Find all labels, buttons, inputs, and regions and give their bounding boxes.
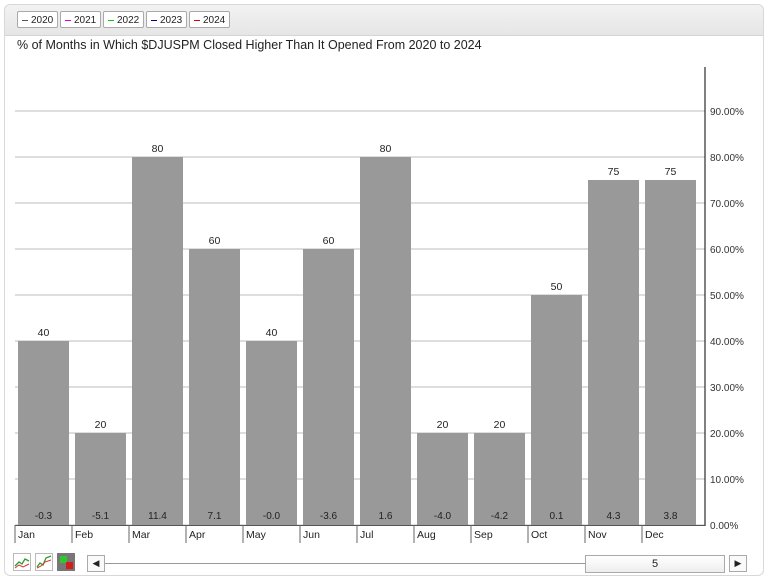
- bar-chart: 0.00% 10.00% 20.00% 30.00% 40.00% 50.00% 60.00…: [14, 67, 744, 543]
- bar-feb: [75, 433, 126, 525]
- legend-item-2024[interactable]: 2024: [189, 11, 231, 28]
- bar-value-label: 80: [152, 143, 164, 155]
- bottom-toolbar: ◀ 5 ▶: [5, 549, 763, 575]
- y-tick-label: 20.00%: [710, 429, 744, 440]
- legend-label: 2022: [117, 15, 140, 26]
- scroll-left-button[interactable]: ◀: [87, 555, 105, 572]
- bar-avg-change-label: 11.4: [148, 511, 167, 522]
- bar-value-label: 75: [665, 166, 677, 178]
- bar-jul: [360, 157, 411, 525]
- scroll-right-button[interactable]: ▶: [729, 555, 747, 572]
- y-tick-label: 70.00%: [710, 199, 744, 210]
- legend-swatch: [22, 19, 28, 21]
- line-chart-icon[interactable]: [13, 553, 31, 571]
- bar-jan: [18, 341, 69, 525]
- bar-chart-icon[interactable]: [57, 553, 75, 571]
- bar-jun: [303, 249, 354, 525]
- bar-value-label: 40: [38, 327, 50, 339]
- x-tick-label: Nov: [588, 529, 607, 541]
- bar-value-label: 20: [437, 419, 449, 431]
- legend-label: 2023: [160, 15, 183, 26]
- bar-avg-change-label: -0.3: [35, 511, 53, 522]
- legend-swatch: [65, 19, 71, 21]
- y-tick-label: 80.00%: [710, 153, 744, 164]
- bar-avg-change-label: -4.2: [491, 511, 509, 522]
- legend-swatch: [151, 19, 157, 21]
- chart-window: 2020 2021 2022 2023 2024 % of Months in Whic…: [4, 4, 764, 576]
- bar-value-label: 20: [494, 419, 506, 431]
- bar-value-label: 75: [608, 166, 620, 178]
- y-tick-label: 10.00%: [710, 475, 744, 486]
- bar-may: [246, 341, 297, 525]
- bar-avg-change-label: 0.1: [550, 511, 564, 522]
- y-tick-label: 30.00%: [710, 383, 744, 394]
- scroll-thumb[interactable]: 5: [585, 555, 725, 573]
- multi-line-chart-icon[interactable]: [35, 553, 53, 571]
- legend-label: 2021: [74, 15, 97, 26]
- bar-apr: [189, 249, 240, 525]
- bar-oct: [531, 295, 582, 525]
- legend-swatch: [108, 19, 114, 21]
- legend-swatch: [194, 19, 200, 21]
- bar-sep: [474, 433, 525, 525]
- x-tick-label: May: [246, 529, 267, 541]
- bar-avg-change-label: -4.0: [434, 511, 452, 522]
- bar-avg-change-label: -0.0: [263, 511, 281, 522]
- chart-title: % of Months in Which $DJUSPM Closed High…: [17, 38, 482, 52]
- bar-aug: [417, 433, 468, 525]
- legend-item-2020[interactable]: 2020: [17, 11, 59, 28]
- bar-avg-change-label: -5.1: [92, 511, 110, 522]
- legend-item-2021[interactable]: 2021: [60, 11, 102, 28]
- legend-item-2022[interactable]: 2022: [103, 11, 145, 28]
- y-tick-label: 60.00%: [710, 245, 744, 256]
- bar-value-label: 50: [551, 281, 563, 293]
- bar-dec: [645, 180, 696, 525]
- bar-value-label: 20: [95, 419, 107, 431]
- bar-avg-change-label: 1.6: [379, 511, 393, 522]
- y-tick-label: 0.00%: [710, 521, 738, 532]
- x-tick-label: Jun: [303, 529, 320, 541]
- x-tick-label: Aug: [417, 529, 436, 541]
- x-tick-label: Mar: [132, 529, 151, 541]
- bar-mar: [132, 157, 183, 525]
- bar-value-label: 40: [266, 327, 278, 339]
- y-tick-label: 40.00%: [710, 337, 744, 348]
- x-tick-label: Feb: [75, 529, 93, 541]
- legend-item-2023[interactable]: 2023: [146, 11, 188, 28]
- x-tick-label: Oct: [531, 529, 547, 541]
- legend-label: 2024: [203, 15, 226, 26]
- x-tick-label: Dec: [645, 529, 664, 541]
- x-tick-label: Jan: [18, 529, 35, 541]
- bar-value-label: 60: [209, 235, 221, 247]
- x-tick-label: Sep: [474, 529, 493, 541]
- x-tick-label: Apr: [189, 529, 206, 541]
- bar-value-label: 80: [380, 143, 392, 155]
- y-tick-label: 50.00%: [710, 291, 744, 302]
- bar-avg-change-label: 7.1: [208, 511, 222, 522]
- legend-bar: 2020 2021 2022 2023 2024: [5, 5, 763, 36]
- bar-nov: [588, 180, 639, 525]
- bar-avg-change-label: -3.6: [320, 511, 338, 522]
- bar-avg-change-label: 4.3: [607, 511, 621, 522]
- bar-value-label: 60: [323, 235, 335, 247]
- bar-avg-change-label: 3.8: [664, 511, 678, 522]
- x-tick-label: Jul: [360, 529, 373, 541]
- scroll-track[interactable]: [105, 563, 587, 564]
- legend-label: 2020: [31, 15, 54, 26]
- y-tick-label: 90.00%: [710, 107, 744, 118]
